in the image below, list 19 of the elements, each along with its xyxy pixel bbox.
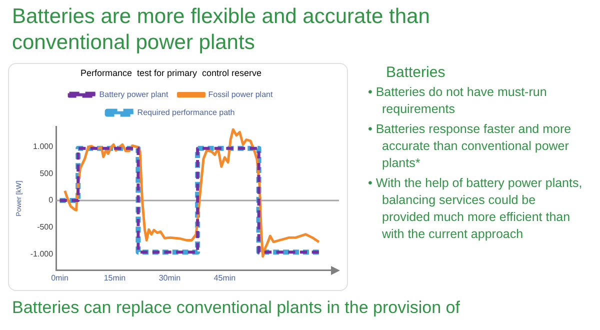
y-tick-label: 0 <box>48 196 54 205</box>
legend-label: Fossil power plant <box>208 90 274 100</box>
x-tick-label: 45min <box>214 273 236 282</box>
text: • Batteries do not have must-run requirements <box>368 84 548 118</box>
text: Batteries can replace conventional plants in the provision of <box>12 298 460 318</box>
legend-label: Required performance path <box>137 108 235 118</box>
chart-subtitle: Performance test for primary control reserve <box>80 68 262 78</box>
x-tick-label: 15min <box>104 273 126 282</box>
y-tick-label: -1.000 <box>30 249 54 258</box>
text: • With the help of battery power plants, balancing services could be provided much more efficient than with the current approach <box>368 175 583 243</box>
x-tick-label: 30min <box>158 273 181 282</box>
y-tick-label: 500 <box>40 168 54 178</box>
chart-title: Batteries are more flexible and accurate than conventional power plants <box>12 4 431 56</box>
y-tick-label: 1.000 <box>33 142 54 151</box>
text: • Batteries response faster and more accurate than conventional power plants* <box>368 121 572 172</box>
legend-label: Battery power plant <box>99 90 170 100</box>
text: Batteries <box>386 64 446 81</box>
x-tick-label: 0min <box>51 273 68 282</box>
y-tick-label: -500 <box>37 222 54 232</box>
